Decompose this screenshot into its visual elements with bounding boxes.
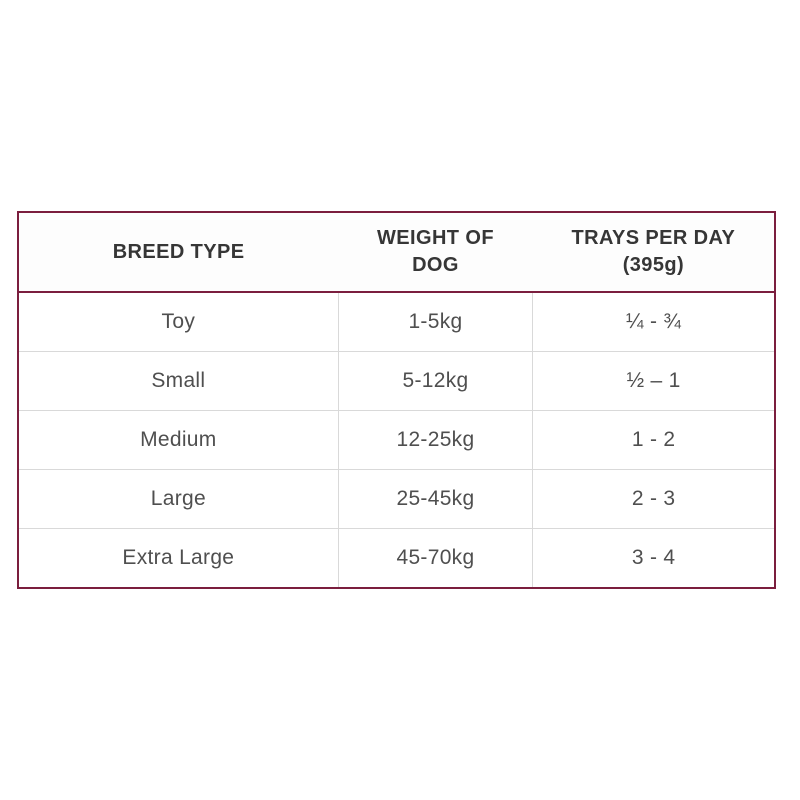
header-weight-of-dog: WEIGHT OF DOG <box>338 212 533 293</box>
cell-trays: 2 - 3 <box>532 469 775 529</box>
cell-trays: ½ – 1 <box>532 351 775 411</box>
cell-breed: Toy <box>161 310 196 333</box>
table-row-medium: Medium 12-25kg 1 - 2 <box>18 410 775 470</box>
cell-breed: Medium <box>18 410 339 470</box>
table-row-toy: Toy 1-5kg ¼ - ¾ <box>18 292 775 352</box>
header-breed-type: BREED TYPE <box>18 212 339 293</box>
cell-breed: Small <box>18 351 339 411</box>
table-row-large: Large 25-45kg 2 - 3 <box>18 469 775 529</box>
cell-breed: Extra Large <box>18 528 339 588</box>
cell-weight: 12-25kg <box>337 410 534 470</box>
header-trays-per-day: TRAYS PER DAY (395g) <box>532 212 775 293</box>
table-header-row: BREED TYPE WEIGHT OF DOG TRAYS PER DAY (… <box>18 212 775 293</box>
feeding-guide-table: BREED TYPE WEIGHT OF DOG TRAYS PER DAY (… <box>17 211 776 589</box>
table-row-extra-large: Extra Large 45-70kg 3 - 4 <box>18 528 775 588</box>
table-row-small: Small 5-12kg ½ – 1 <box>18 351 775 411</box>
cell-weight: 5-12kg <box>337 351 534 411</box>
cell-trays: ¼ - ¾ <box>626 310 682 333</box>
cell-breed: Large <box>18 469 339 529</box>
cell-weight: 45-70kg <box>337 528 534 588</box>
cell-weight: 25-45kg <box>337 469 534 529</box>
feeding-guide-grid: BREED TYPE WEIGHT OF DOG TRAYS PER DAY (… <box>17 211 776 589</box>
cell-weight: 1-5kg <box>337 292 534 352</box>
cell-trays: 3 - 4 <box>532 528 775 588</box>
cell-trays: 1 - 2 <box>532 410 775 470</box>
